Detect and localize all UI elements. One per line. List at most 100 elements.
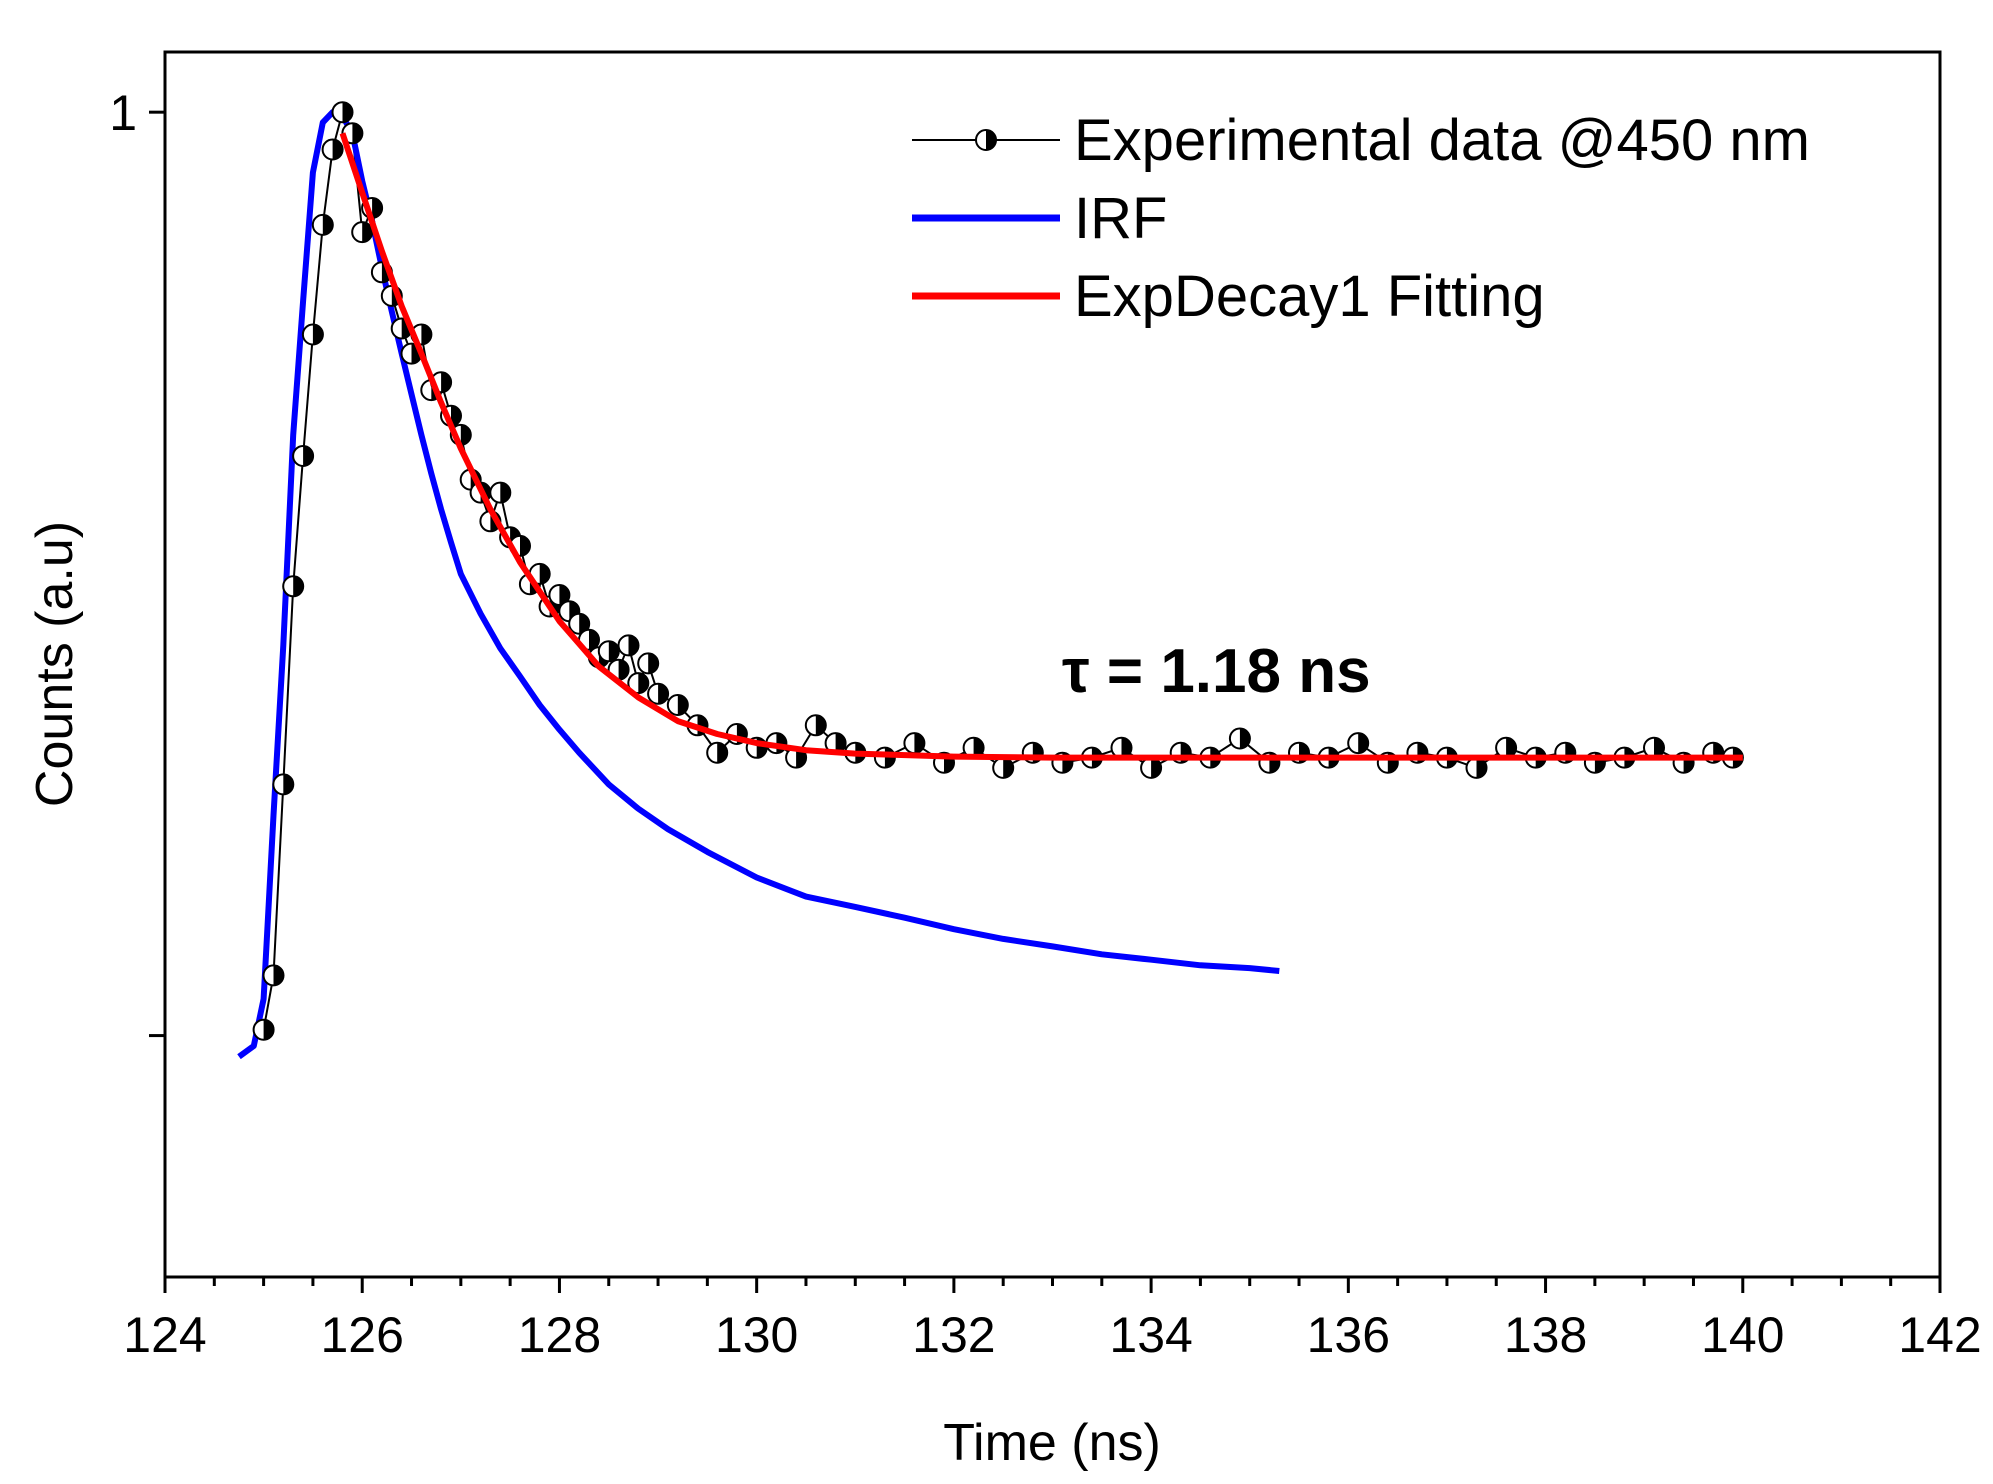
experimental-point bbox=[666, 694, 689, 716]
plot-frame bbox=[163, 50, 1942, 1279]
experimental-point-fill bbox=[559, 585, 570, 605]
experimental-point-fill bbox=[441, 372, 452, 393]
experimental-point bbox=[647, 682, 670, 705]
experimental-point-fill bbox=[589, 629, 599, 650]
experimental-point-fill bbox=[312, 324, 323, 345]
experimental-point bbox=[824, 732, 847, 755]
experimental-point-fill bbox=[520, 535, 530, 556]
experimental-point-fill bbox=[1121, 737, 1132, 758]
x-tick-label: 138 bbox=[1504, 1307, 1587, 1363]
y-axis-title: Counts (a.u) bbox=[26, 521, 84, 807]
experimental-point-fill bbox=[628, 635, 639, 656]
experimental-point bbox=[311, 213, 334, 236]
x-tick-label: 140 bbox=[1701, 1307, 1784, 1363]
experimental-point-fill bbox=[618, 659, 629, 680]
experimental-point bbox=[301, 323, 324, 346]
x-tick-label: 124 bbox=[123, 1307, 206, 1363]
experimental-point bbox=[568, 612, 591, 635]
experimental-point-fill bbox=[322, 214, 333, 235]
experimental-point-fill bbox=[332, 139, 343, 160]
experimental-point bbox=[1643, 736, 1665, 759]
legend-label-experimental: Experimental data @450 nm bbox=[1074, 108, 1810, 173]
experimental-point-fill bbox=[460, 424, 471, 445]
experimental-point bbox=[578, 628, 600, 651]
series-experimental-line bbox=[262, 109, 1734, 1030]
legend-entry-experimental: Experimental data @450 nm bbox=[912, 108, 1810, 173]
experimental-point-fill bbox=[421, 324, 432, 345]
legend-entry-irf: IRF bbox=[912, 186, 1167, 251]
experimental-point-fill bbox=[579, 613, 590, 634]
experimental-point bbox=[706, 741, 729, 764]
experimental-point bbox=[637, 652, 660, 675]
x-tick-label: 134 bbox=[1109, 1307, 1192, 1363]
experimental-point bbox=[903, 732, 926, 755]
experimental-point bbox=[1228, 727, 1251, 750]
experimental-point-fill bbox=[914, 733, 925, 754]
experimental-point bbox=[292, 445, 315, 467]
x-tick-label: 136 bbox=[1307, 1307, 1390, 1363]
x-tick-label: 142 bbox=[1898, 1307, 1981, 1363]
experimental-point bbox=[1347, 732, 1370, 755]
experimental-point bbox=[1495, 736, 1518, 759]
experimental-point bbox=[351, 221, 374, 244]
experimental-point-fill bbox=[372, 198, 383, 218]
x-tick-label: 128 bbox=[518, 1307, 601, 1363]
experimental-point bbox=[341, 122, 364, 145]
legend-marker-experimental bbox=[975, 129, 997, 151]
experimental-point-fill bbox=[1239, 728, 1250, 749]
experimental-point-fill bbox=[500, 482, 511, 503]
experimental-point-fill bbox=[717, 742, 728, 763]
experimental-point-fill bbox=[1003, 757, 1014, 778]
series-irf-line bbox=[237, 109, 1280, 1060]
experimental-point-fill bbox=[638, 673, 649, 694]
experimental-point-fill bbox=[815, 715, 826, 736]
x-tick-label: 130 bbox=[715, 1307, 798, 1363]
x-axis-ticks: 124 126 128 130 132 134 136 138 140 142 bbox=[123, 1277, 1982, 1363]
experimental-point bbox=[548, 584, 571, 606]
y-tick-label: 1 bbox=[109, 85, 137, 141]
experimental-point bbox=[804, 714, 827, 737]
legend: Experimental data @450 nm IRF ExpDecay1 … bbox=[912, 108, 1810, 329]
experimental-point-fill bbox=[1506, 737, 1517, 758]
experimental-point bbox=[331, 101, 354, 124]
experimental-point bbox=[272, 773, 295, 796]
annotation-tau: τ = 1.18 ns bbox=[1062, 637, 1371, 706]
experimental-point-fill bbox=[293, 576, 304, 597]
experimental-point bbox=[617, 634, 640, 657]
experimental-point-fill bbox=[677, 695, 688, 715]
experimental-point bbox=[1465, 756, 1488, 779]
experimental-point bbox=[321, 138, 344, 161]
plot-area bbox=[237, 101, 1744, 1060]
x-tick-label: 132 bbox=[912, 1307, 995, 1363]
experimental-point-fill bbox=[273, 965, 284, 986]
experimental-point-fill bbox=[362, 222, 373, 243]
x-tick-label: 126 bbox=[321, 1307, 404, 1363]
x-axis-title: Time (ns) bbox=[943, 1414, 1161, 1472]
experimental-point bbox=[252, 1018, 275, 1041]
experimental-point-fill bbox=[342, 102, 353, 123]
experimental-point-fill bbox=[608, 641, 619, 662]
legend-label-fit: ExpDecay1 Fitting bbox=[1074, 264, 1545, 329]
experimental-point bbox=[597, 640, 620, 663]
experimental-point bbox=[992, 756, 1015, 779]
experimental-point-fill bbox=[973, 737, 984, 758]
experimental-point-fill bbox=[283, 774, 294, 795]
experimental-point-fill bbox=[303, 446, 314, 466]
experimental-point-fill bbox=[352, 123, 363, 144]
experimental-point bbox=[1140, 756, 1163, 779]
experimental-point-fill bbox=[1358, 733, 1369, 754]
experimental-point-fill bbox=[263, 1019, 274, 1040]
experimental-point bbox=[282, 575, 305, 598]
experimental-point-fill bbox=[1476, 757, 1487, 778]
experimental-point-fill bbox=[1151, 757, 1162, 778]
experimental-point-fill bbox=[835, 733, 846, 754]
experimental-point-fill bbox=[451, 405, 461, 426]
experimental-point-fill bbox=[1654, 737, 1664, 758]
experimental-point-fill bbox=[539, 563, 550, 584]
y-axis-ticks: 1 bbox=[109, 85, 165, 1038]
series-fit-line bbox=[339, 132, 1743, 761]
legend-label-irf: IRF bbox=[1074, 186, 1167, 251]
experimental-point bbox=[627, 672, 650, 695]
experimental-point-fill bbox=[658, 683, 669, 704]
